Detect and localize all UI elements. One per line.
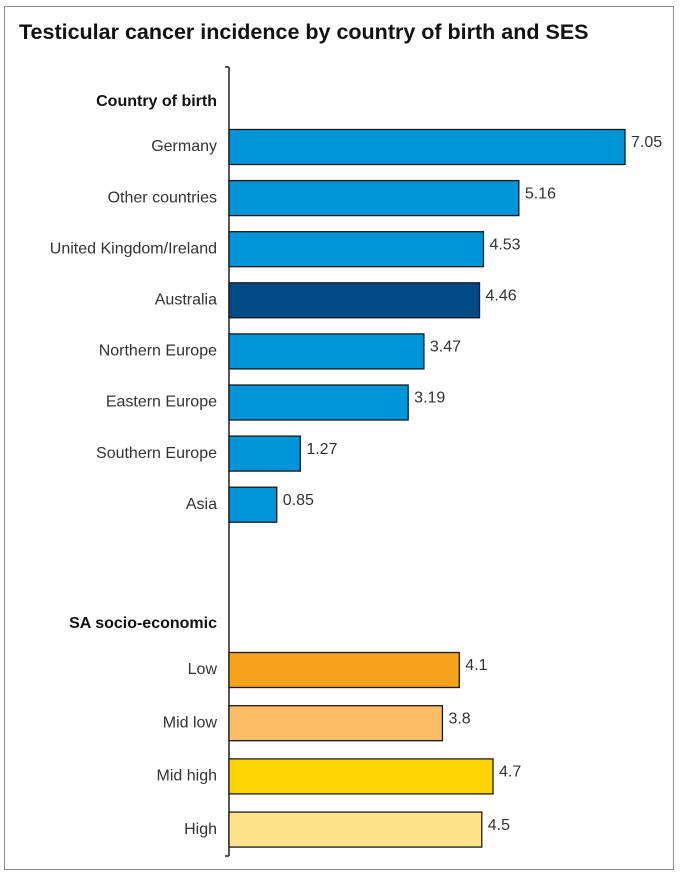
bar bbox=[228, 811, 483, 848]
bar bbox=[228, 705, 444, 742]
value-label: 1.27 bbox=[306, 441, 337, 458]
bar bbox=[228, 231, 485, 268]
value-label: 4.5 bbox=[488, 817, 510, 834]
category-label: Mid low bbox=[163, 714, 218, 731]
category-label: High bbox=[184, 821, 217, 838]
value-label: 5.16 bbox=[525, 185, 556, 202]
value-label: 3.19 bbox=[414, 390, 445, 407]
category-label: United Kingdom/Ireland bbox=[50, 240, 217, 257]
bar bbox=[228, 651, 460, 689]
value-label: 3.8 bbox=[448, 710, 470, 727]
group-label: SA socio-economic bbox=[69, 615, 217, 632]
value-label: 4.53 bbox=[489, 236, 520, 253]
bar bbox=[228, 435, 301, 472]
bar bbox=[228, 384, 409, 421]
bar bbox=[228, 128, 626, 166]
bar bbox=[228, 282, 481, 319]
bar bbox=[228, 758, 494, 795]
category-label: Australia bbox=[155, 292, 217, 309]
category-label: Asia bbox=[186, 496, 217, 513]
category-label: Mid high bbox=[157, 768, 217, 785]
bar bbox=[228, 486, 278, 523]
category-label: Low bbox=[188, 661, 218, 678]
value-label: 4.1 bbox=[465, 657, 487, 674]
value-label: 3.47 bbox=[430, 339, 461, 356]
bar bbox=[228, 179, 520, 217]
category-label: Eastern Europe bbox=[106, 394, 217, 411]
value-label: 7.05 bbox=[631, 134, 662, 151]
value-label: 4.7 bbox=[499, 764, 521, 781]
value-label: 4.46 bbox=[486, 288, 517, 305]
chart-title: Testicular cancer incidence by country o… bbox=[19, 20, 589, 44]
category-label: Northern Europe bbox=[99, 343, 217, 360]
category-label: Other countries bbox=[108, 189, 217, 206]
category-label: Germany bbox=[151, 138, 217, 155]
category-label: Southern Europe bbox=[96, 445, 217, 462]
group-label: Country of birth bbox=[96, 93, 217, 110]
bar bbox=[228, 333, 425, 370]
value-label: 0.85 bbox=[283, 492, 314, 509]
